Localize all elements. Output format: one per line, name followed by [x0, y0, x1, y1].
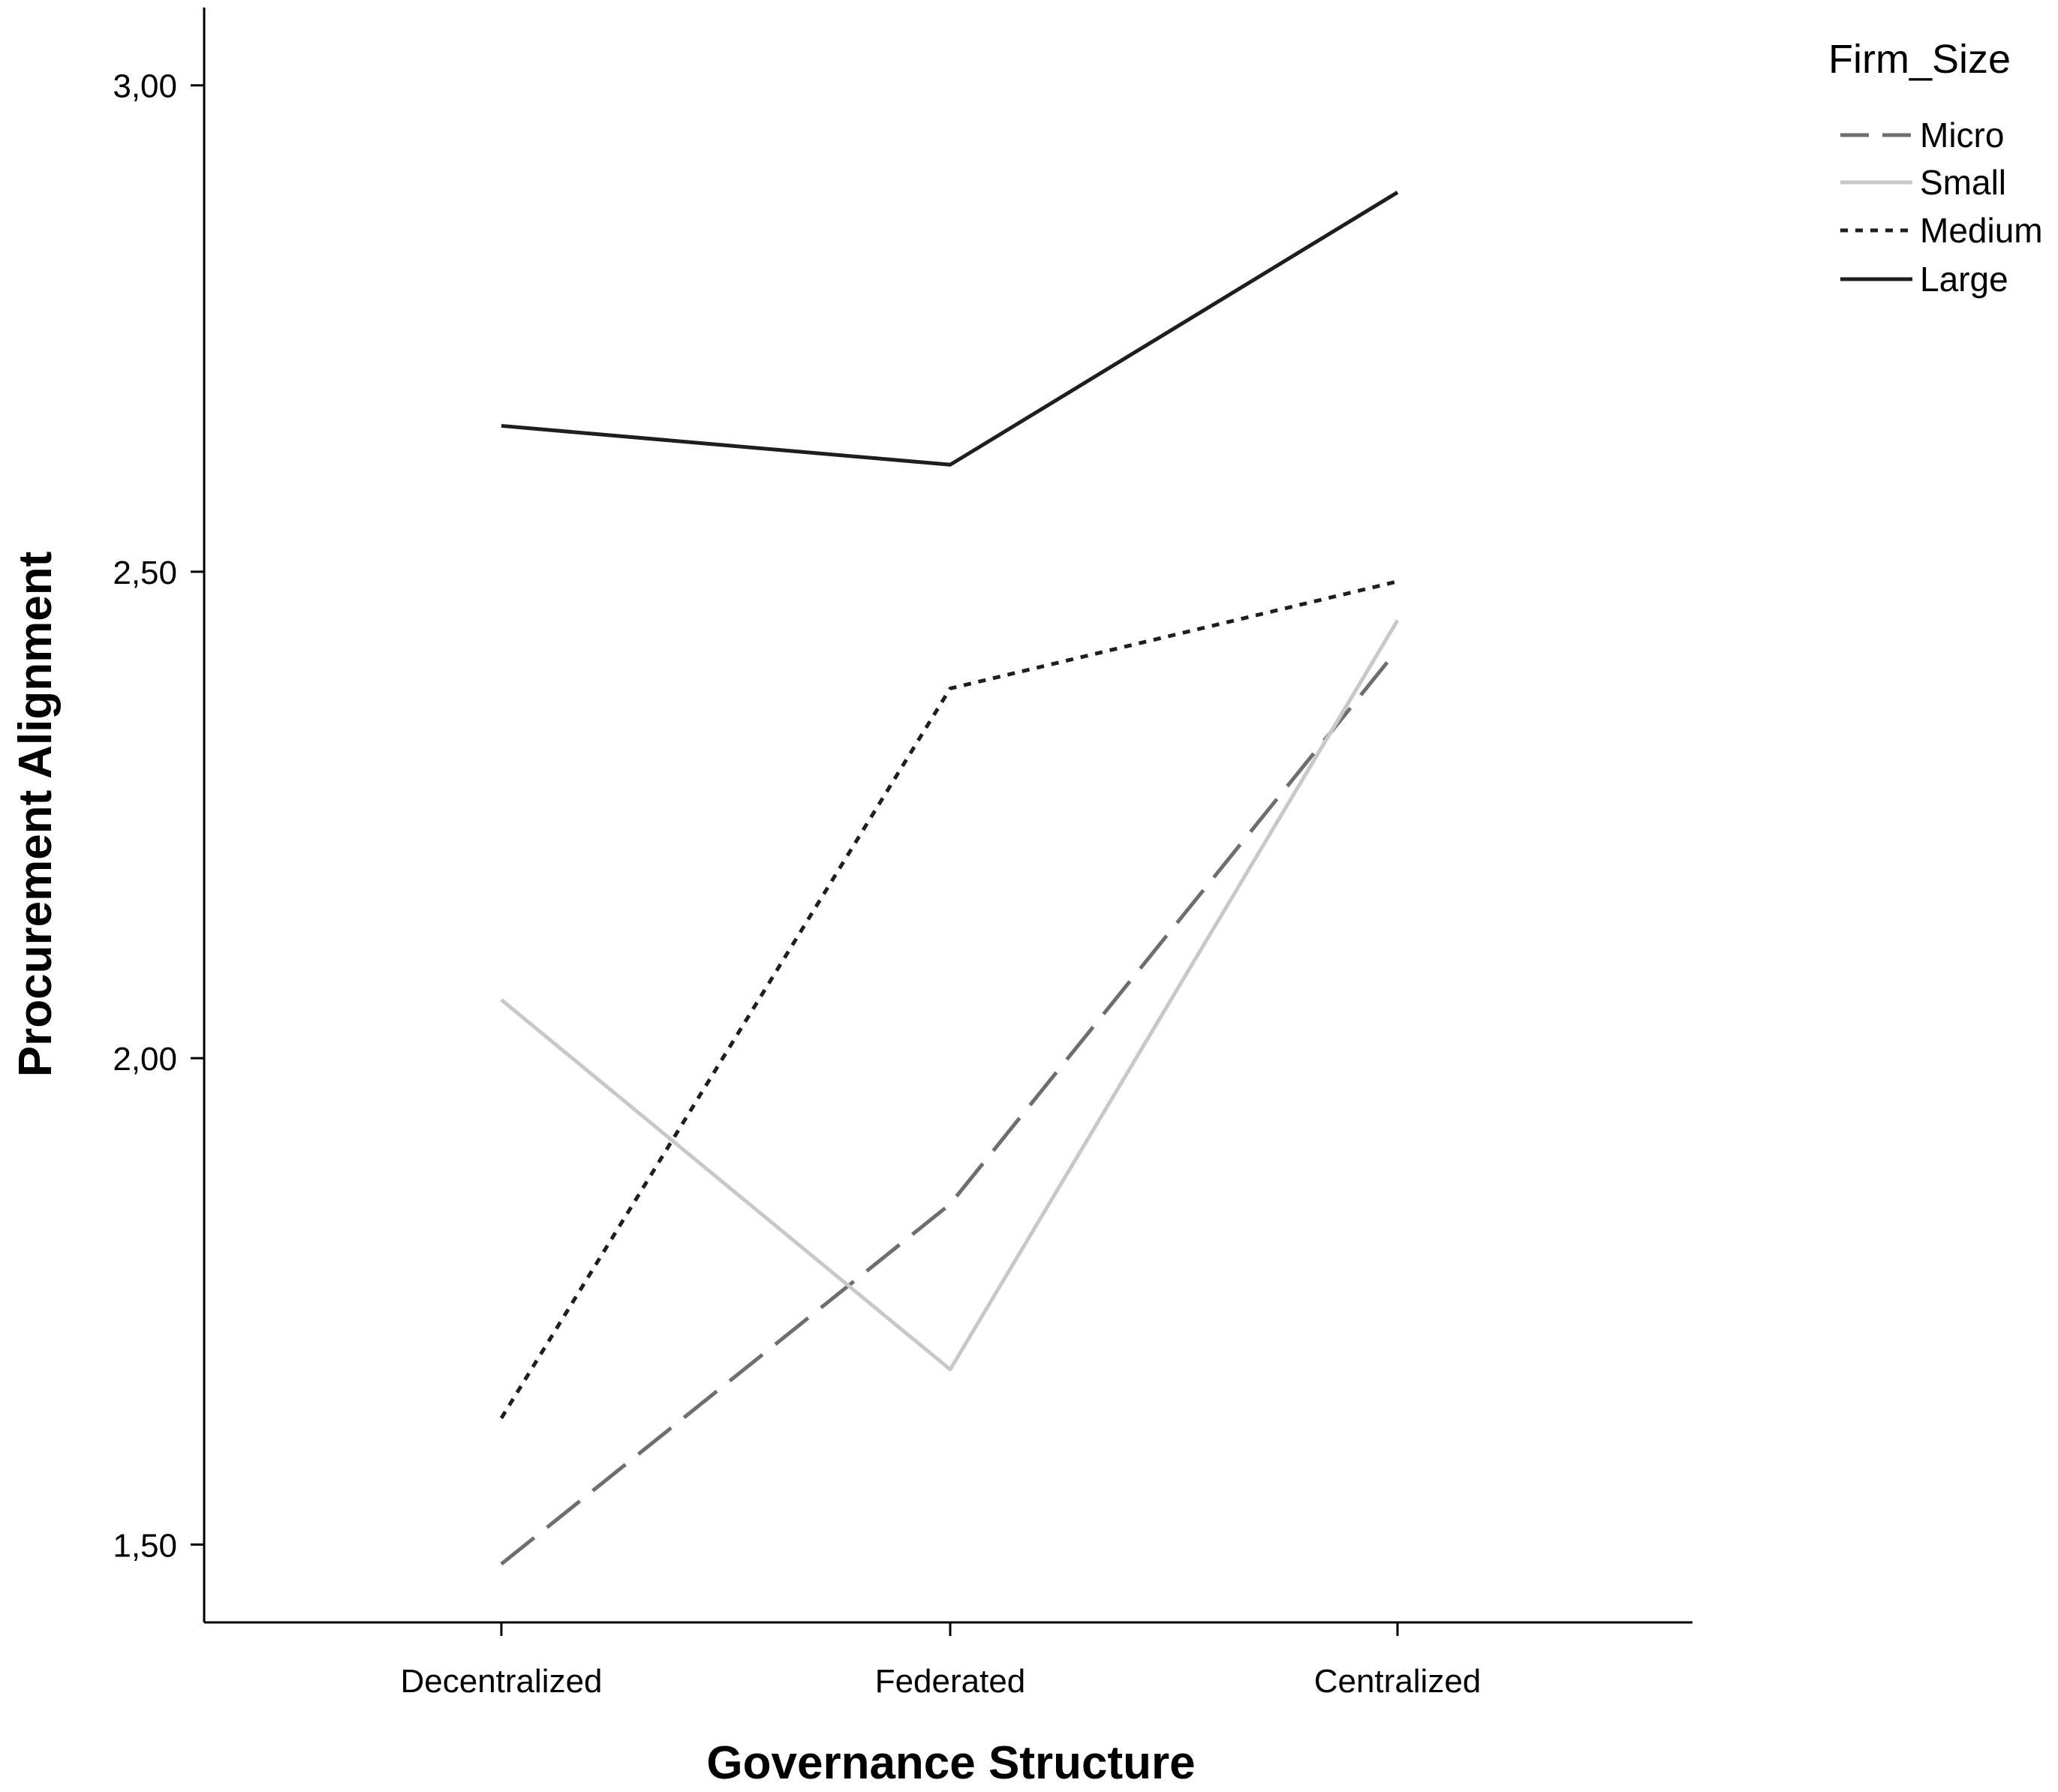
series-line-micro [500, 648, 1399, 1566]
legend-items: Micro Small Medium Large [1840, 116, 2043, 299]
y-tick-label: 3,00 [113, 68, 177, 105]
legend-label-large: Large [1920, 260, 2008, 299]
legend-title: Firm_Size [1828, 37, 2011, 82]
plot-area: 1,50 2,00 2,50 3,00 Decentralized Federated C… [113, 8, 1692, 1700]
x-tick-label: Centralized [1314, 1663, 1482, 1700]
legend-label-small: Small [1920, 163, 2006, 202]
series-lines [499, 191, 1400, 1566]
y-axis-title: Procurement Alignment [10, 552, 62, 1077]
series-line-large [501, 191, 1399, 467]
y-tick-label: 2,50 [113, 555, 177, 591]
legend-label-micro: Micro [1920, 116, 2004, 155]
series-line-small [500, 619, 1400, 1372]
legend: Firm_Size Micro Small Medium Large [1828, 37, 2043, 299]
x-axis-title: Governance Structure [706, 1737, 1195, 1789]
x-tick-label: Federated [875, 1663, 1026, 1700]
legend-label-medium: Medium [1920, 211, 2043, 250]
y-tick-label: 2,00 [113, 1041, 177, 1078]
y-axis-ticks: 1,50 2,00 2,50 3,00 [113, 68, 204, 1564]
x-axis-ticks: Decentralized Federated Centralized [400, 1622, 1481, 1700]
y-tick-label: 1,50 [113, 1527, 177, 1564]
series-line-medium [499, 579, 1398, 1420]
x-tick-label: Decentralized [400, 1663, 602, 1700]
